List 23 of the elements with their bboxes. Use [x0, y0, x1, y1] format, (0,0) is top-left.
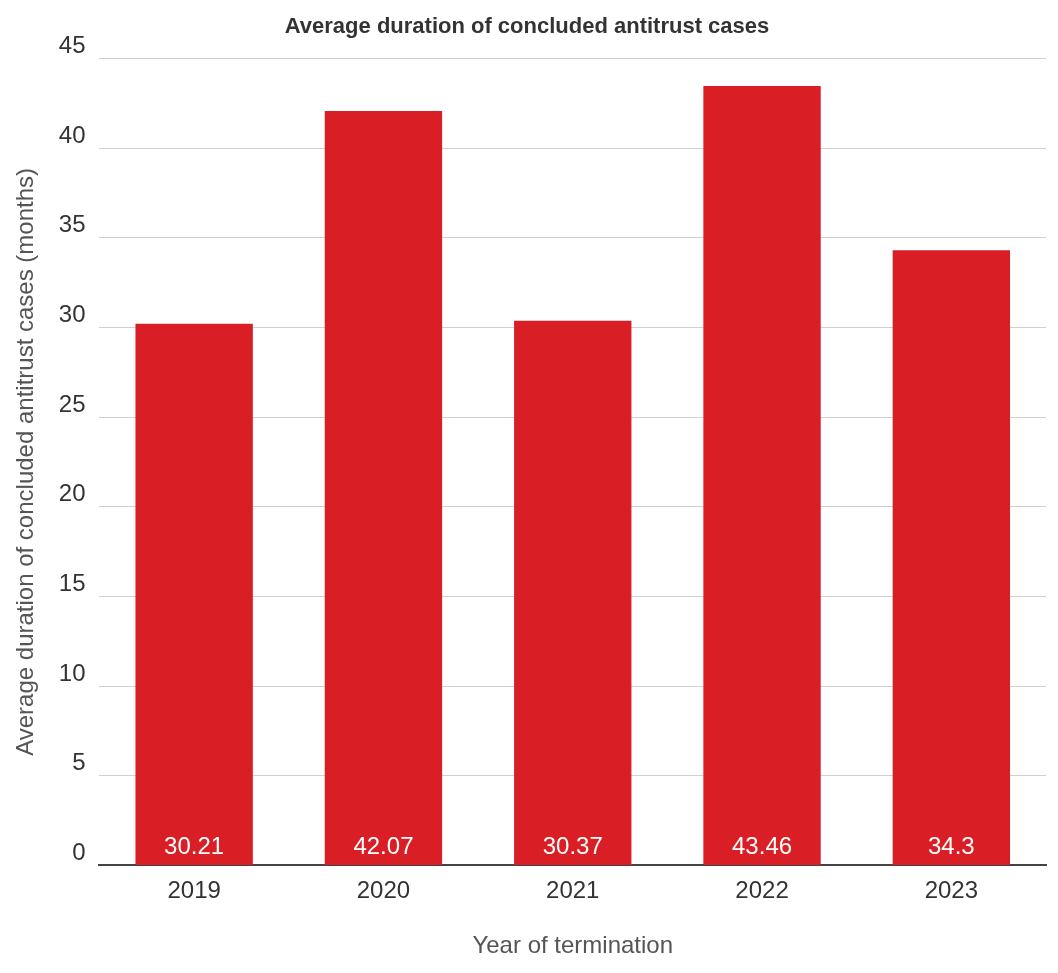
x-tick-label: 2022	[735, 876, 789, 904]
y-tick-label: 30	[58, 300, 86, 328]
data-label: 42.07	[353, 831, 414, 859]
chart-title: Average duration of concluded antitrust cases	[284, 13, 770, 39]
data-label: 30.37	[542, 831, 603, 859]
y-tick-label: 25	[58, 389, 86, 417]
y-tick-label: 5	[72, 748, 86, 776]
y-tick-label: 40	[58, 120, 86, 148]
y-axis-title: Average duration of concluded antitrust cases (months)	[11, 167, 39, 756]
y-tick-label: 15	[58, 569, 86, 597]
y-tick-label: 35	[58, 210, 86, 238]
data-label: 43.46	[732, 831, 793, 859]
x-tick-label: 2021	[546, 876, 600, 904]
y-tick-label: 20	[58, 479, 86, 507]
data-label: 30.21	[164, 831, 225, 859]
data-label: 34.3	[927, 831, 975, 859]
y-tick-label: 0	[72, 838, 86, 866]
x-tick-label: 2023	[924, 876, 979, 904]
x-tick-label: 2020	[356, 876, 411, 904]
y-tick-label: 10	[58, 658, 86, 686]
x-tick-label: 2019	[167, 876, 221, 904]
y-tick-label: 45	[58, 31, 86, 59]
x-axis-title: Year of termination	[472, 931, 674, 959]
